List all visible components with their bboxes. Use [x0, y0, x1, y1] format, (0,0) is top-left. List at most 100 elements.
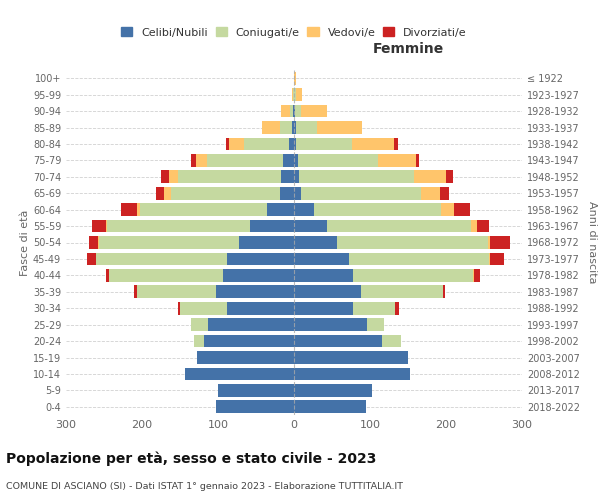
- Bar: [294, 236, 337, 249]
- Bar: [352, 138, 394, 150]
- Bar: [109, 269, 223, 282]
- Bar: [442, 203, 454, 216]
- Bar: [95, 252, 227, 266]
- Bar: [134, 286, 137, 298]
- Bar: [337, 236, 488, 249]
- Y-axis label: Fasce di età: Fasce di età: [20, 210, 30, 276]
- Bar: [301, 104, 328, 118]
- Bar: [474, 269, 480, 282]
- Bar: [294, 203, 314, 216]
- Bar: [155, 187, 164, 200]
- Bar: [289, 138, 294, 150]
- Bar: [106, 220, 107, 232]
- Bar: [121, 203, 137, 216]
- Bar: [137, 286, 217, 298]
- Bar: [353, 269, 473, 282]
- Bar: [140, 203, 268, 216]
- Bar: [296, 88, 302, 101]
- Bar: [250, 220, 294, 232]
- Bar: [280, 187, 294, 200]
- Bar: [280, 121, 292, 134]
- Bar: [294, 72, 296, 85]
- Bar: [298, 154, 377, 167]
- Bar: [171, 187, 280, 200]
- Bar: [295, 104, 301, 118]
- Bar: [473, 269, 474, 282]
- Bar: [89, 236, 98, 249]
- Bar: [488, 236, 490, 249]
- Bar: [268, 203, 294, 216]
- Bar: [414, 170, 446, 183]
- Bar: [471, 220, 477, 232]
- Bar: [394, 138, 398, 150]
- Bar: [294, 154, 298, 167]
- Bar: [446, 170, 453, 183]
- Bar: [191, 154, 196, 167]
- Bar: [294, 138, 296, 150]
- Bar: [208, 154, 283, 167]
- Bar: [454, 203, 470, 216]
- Text: Popolazione per età, sesso e stato civile - 2023: Popolazione per età, sesso e stato civil…: [6, 451, 376, 466]
- Bar: [292, 88, 293, 101]
- Bar: [294, 351, 408, 364]
- Bar: [377, 154, 416, 167]
- Bar: [296, 138, 352, 150]
- Bar: [293, 104, 294, 118]
- Bar: [299, 170, 414, 183]
- Bar: [244, 138, 289, 150]
- Bar: [294, 170, 299, 183]
- Bar: [294, 286, 361, 298]
- Bar: [106, 269, 109, 282]
- Bar: [205, 334, 294, 347]
- Bar: [86, 252, 95, 266]
- Bar: [294, 104, 295, 118]
- Bar: [180, 302, 227, 314]
- Bar: [137, 203, 140, 216]
- Bar: [349, 252, 490, 266]
- Bar: [294, 318, 367, 331]
- Bar: [314, 203, 442, 216]
- Bar: [98, 236, 239, 249]
- Bar: [169, 170, 178, 183]
- Bar: [92, 220, 106, 232]
- Legend: Celibi/Nubili, Coniugati/e, Vedovi/e, Divorziati/e: Celibi/Nubili, Coniugati/e, Vedovi/e, Di…: [118, 24, 470, 41]
- Bar: [262, 121, 280, 134]
- Bar: [290, 104, 293, 118]
- Bar: [281, 104, 290, 118]
- Bar: [107, 220, 250, 232]
- Bar: [440, 187, 449, 200]
- Bar: [239, 236, 294, 249]
- Bar: [194, 334, 205, 347]
- Bar: [197, 351, 294, 364]
- Bar: [218, 384, 294, 397]
- Bar: [326, 220, 471, 232]
- Bar: [178, 302, 180, 314]
- Bar: [317, 121, 362, 134]
- Bar: [294, 220, 326, 232]
- Bar: [294, 334, 382, 347]
- Bar: [191, 318, 208, 331]
- Bar: [294, 121, 296, 134]
- Bar: [294, 384, 372, 397]
- Bar: [293, 88, 294, 101]
- Bar: [185, 368, 294, 380]
- Bar: [208, 318, 294, 331]
- Bar: [361, 286, 443, 298]
- Bar: [353, 302, 395, 314]
- Bar: [416, 154, 419, 167]
- Bar: [477, 220, 488, 232]
- Bar: [294, 187, 301, 200]
- Bar: [294, 269, 353, 282]
- Y-axis label: Anni di nascita: Anni di nascita: [587, 201, 596, 284]
- Bar: [294, 302, 353, 314]
- Bar: [283, 154, 294, 167]
- Bar: [227, 302, 294, 314]
- Bar: [382, 334, 401, 347]
- Bar: [367, 318, 385, 331]
- Bar: [229, 138, 244, 150]
- Text: Femmine: Femmine: [373, 42, 443, 56]
- Text: COMUNE DI ASCIANO (SI) - Dati ISTAT 1° gennaio 2023 - Elaborazione TUTTITALIA.IT: COMUNE DI ASCIANO (SI) - Dati ISTAT 1° g…: [6, 482, 403, 491]
- Bar: [178, 170, 281, 183]
- Bar: [443, 286, 445, 298]
- Bar: [217, 286, 294, 298]
